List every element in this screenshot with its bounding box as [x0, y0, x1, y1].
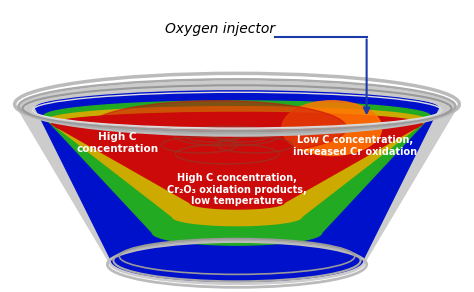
Polygon shape — [44, 101, 430, 245]
Ellipse shape — [55, 116, 419, 137]
Ellipse shape — [87, 101, 346, 155]
Polygon shape — [48, 107, 426, 226]
Ellipse shape — [54, 113, 420, 135]
Text: High C concentration,
Cr₂O₃ oxidation products,
low temperature: High C concentration, Cr₂O₃ oxidation pr… — [167, 173, 307, 206]
Text: High C
concentration: High C concentration — [76, 132, 158, 154]
Text: Oxygen injector: Oxygen injector — [165, 22, 275, 36]
Text: Low C concentration,
increased Cr oxidation: Low C concentration, increased Cr oxidat… — [292, 135, 417, 157]
Polygon shape — [18, 81, 456, 284]
Ellipse shape — [282, 101, 382, 155]
Polygon shape — [52, 112, 422, 209]
Polygon shape — [36, 90, 438, 281]
